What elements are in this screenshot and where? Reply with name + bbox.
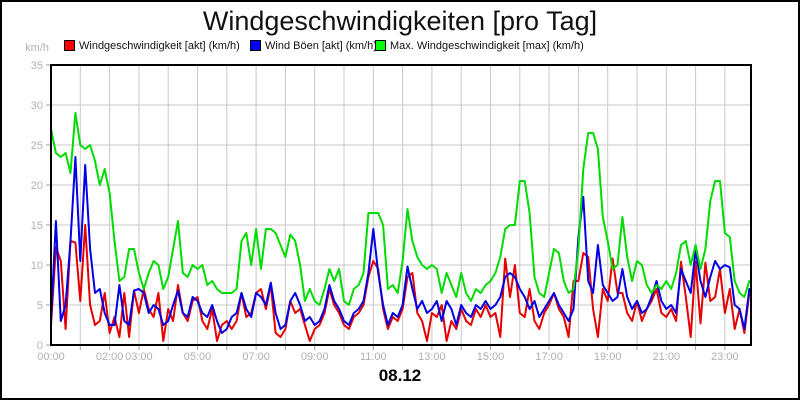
svg-text:03:00: 03:00 [125, 351, 153, 363]
legend-item-max-windgeschwindigkeit: Max. Windgeschwindigkeit [max] (km/h) [375, 39, 584, 52]
blue-series-swatch-icon [250, 40, 261, 51]
svg-text:11:00: 11:00 [360, 351, 387, 363]
svg-text:02:00: 02:00 [96, 351, 124, 363]
svg-text:35: 35 [31, 60, 43, 72]
svg-text:17:00: 17:00 [535, 351, 563, 363]
svg-text:0: 0 [37, 340, 43, 352]
svg-text:19:00: 19:00 [594, 351, 622, 363]
svg-text:20: 20 [31, 180, 43, 192]
legend-label: Max. Windgeschwindigkeit [max] (km/h) [390, 39, 584, 52]
y-axis-unit-label: km/h [25, 42, 49, 54]
svg-text:09:00: 09:00 [301, 351, 329, 363]
svg-text:15: 15 [31, 220, 43, 232]
svg-text:25: 25 [31, 140, 43, 152]
legend-item-wind-boeen: Wind Böen [akt] (km/h) [250, 39, 377, 52]
green-series-swatch-icon [375, 40, 386, 51]
svg-text:10: 10 [31, 260, 43, 272]
svg-text:00:00: 00:00 [37, 351, 65, 363]
legend-label: Windgeschwindigkeit [akt] (km/h) [79, 39, 240, 52]
svg-text:23:00: 23:00 [711, 351, 739, 363]
svg-text:30: 30 [31, 100, 43, 112]
svg-text:05:00: 05:00 [184, 351, 212, 363]
x-axis-date-label: 08.12 [378, 366, 422, 385]
legend-label: Wind Böen [akt] (km/h) [265, 39, 377, 52]
svg-text:13:00: 13:00 [418, 351, 446, 363]
svg-text:15:00: 15:00 [477, 351, 505, 363]
svg-text:21:00: 21:00 [653, 351, 681, 363]
svg-text:07:00: 07:00 [242, 351, 270, 363]
red-series-swatch-icon [64, 40, 75, 51]
svg-text:5: 5 [37, 300, 43, 312]
chart-title: Windgeschwindigkeiten [pro Tag] [202, 6, 598, 36]
legend-item-windgeschwindigkeit: Windgeschwindigkeit [akt] (km/h) [64, 39, 240, 52]
